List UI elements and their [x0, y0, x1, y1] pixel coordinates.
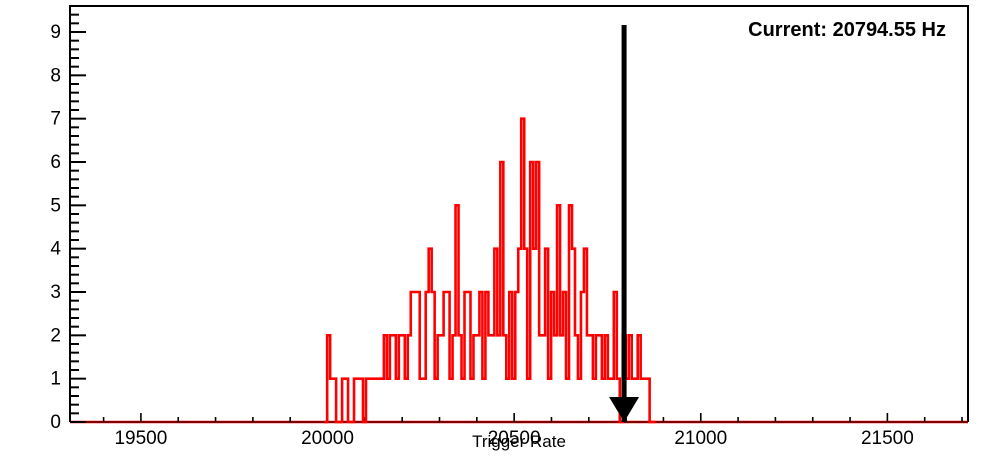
y-tick-label: 5 [50, 195, 61, 216]
x-axis: 19500 20000 20500 21000 21500 [102, 413, 963, 449]
y-tick-label: 3 [50, 282, 61, 303]
x-tick-label: 19500 [114, 428, 167, 449]
x-axis-title: Trigger Rate [472, 432, 566, 451]
y-tick-label: 4 [50, 239, 61, 260]
x-tick-label: 20500 [488, 428, 541, 449]
x-tick-label: 20000 [301, 428, 354, 449]
y-tick-label: 6 [50, 152, 61, 173]
x-tick-label: 21500 [861, 428, 914, 449]
histogram-series [324, 117, 656, 424]
y-axis: 0 1 2 3 4 5 6 7 8 9 [50, 5, 86, 433]
y-tick-label: 8 [50, 65, 61, 86]
histogram-step-outline [324, 117, 656, 424]
current-value-marker [609, 25, 640, 422]
y-tick-label: 7 [50, 109, 61, 130]
current-value-arrowhead [609, 397, 640, 422]
y-tick-label: 9 [50, 22, 61, 43]
current-value-label: Current: 20794.55 Hz [748, 19, 946, 41]
x-tick-label: 21000 [674, 428, 727, 449]
y-tick-label: 0 [50, 412, 61, 433]
y-tick-label: 2 [50, 325, 61, 346]
y-tick-label: 1 [50, 369, 61, 390]
